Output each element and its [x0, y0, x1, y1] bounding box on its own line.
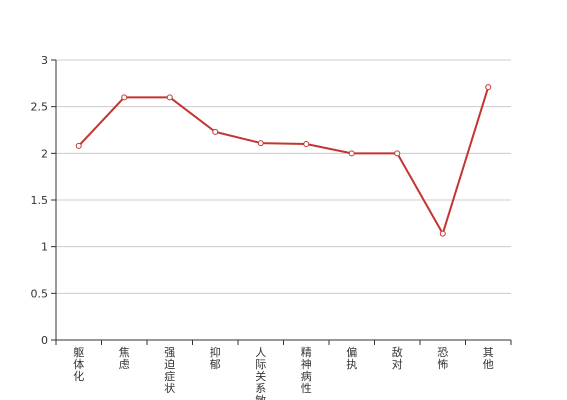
data-point[interactable] — [485, 84, 492, 91]
axes: 0 0.5 1 1.5 2 2.5 3 躯体化 焦虑 强迫症状 抑郁 人际关系敏感 精神病性 偏执 敌对 恐怖… — [31, 54, 512, 400]
x-tick-label: 人际关系敏感 — [255, 346, 266, 400]
y-tick-label: 0 — [41, 334, 48, 347]
x-tick-label: 强迫症状 — [164, 346, 175, 395]
grid-lines — [56, 59, 511, 294]
data-point[interactable] — [303, 141, 310, 147]
x-tick-label: 焦虑 — [119, 346, 130, 371]
y-tick-label: 1.5 — [31, 194, 49, 207]
x-tick-label: 恐怖 — [437, 346, 448, 371]
x-tick-label: 躯体化 — [73, 346, 84, 383]
data-point[interactable] — [348, 150, 355, 157]
data-point[interactable] — [439, 230, 446, 237]
x-tick-label: 偏执 — [346, 345, 357, 371]
x-tick-label: 敌对 — [392, 345, 403, 371]
x-tick-label: 抑郁 — [210, 345, 221, 371]
data-point[interactable] — [166, 94, 173, 101]
y-tick-label: 2.5 — [31, 101, 49, 114]
x-tick-label: 精神病性 — [301, 346, 312, 395]
data-point[interactable] — [394, 150, 401, 157]
data-point[interactable] — [212, 128, 219, 135]
y-tick-label: 3 — [41, 54, 48, 67]
x-tick-label: 其他 — [483, 346, 494, 371]
y-tick-label: 1 — [41, 241, 48, 254]
data-point[interactable] — [257, 140, 264, 147]
series — [75, 84, 492, 237]
data-point[interactable] — [75, 142, 82, 149]
data-point[interactable] — [121, 94, 128, 101]
y-tick-label: 0.5 — [31, 287, 49, 300]
series-line-0 — [78, 86, 490, 235]
y-tick-label: 2 — [41, 147, 48, 160]
